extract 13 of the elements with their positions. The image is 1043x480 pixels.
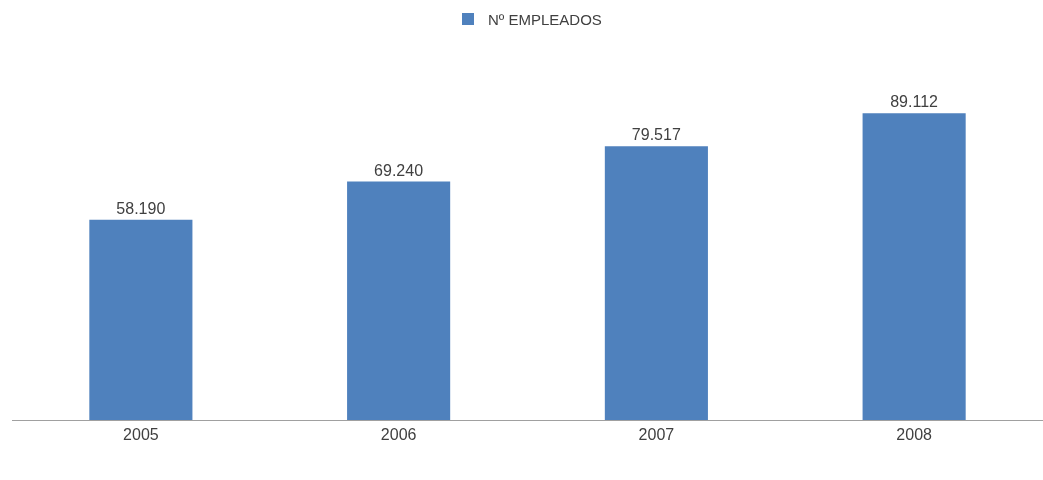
legend-label: Nº EMPLEADOS xyxy=(488,10,602,28)
bar xyxy=(604,146,708,420)
x-tick-label: 2007 xyxy=(638,426,675,444)
bar xyxy=(862,113,966,420)
bar xyxy=(347,181,451,420)
x-tick-label: 2008 xyxy=(896,426,933,444)
data-label: 89.112 xyxy=(890,93,939,111)
data-label: 58.190 xyxy=(116,199,166,217)
x-tick-label: 2005 xyxy=(123,426,159,444)
bar xyxy=(89,219,193,420)
x-tick-label: 2006 xyxy=(380,426,417,444)
data-label: 69.240 xyxy=(374,161,424,179)
data-label: 79.517 xyxy=(631,126,681,144)
